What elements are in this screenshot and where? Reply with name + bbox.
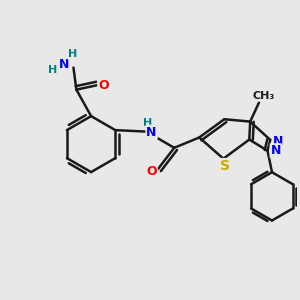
Text: H: H: [68, 49, 77, 59]
Text: N: N: [273, 135, 284, 148]
Text: N: N: [271, 144, 281, 157]
Text: N: N: [146, 126, 157, 139]
Text: H: H: [143, 118, 152, 128]
Text: O: O: [146, 165, 157, 178]
Text: N: N: [59, 58, 69, 71]
Text: CH₃: CH₃: [252, 91, 274, 101]
Text: S: S: [220, 159, 230, 173]
Text: O: O: [98, 79, 109, 92]
Text: H: H: [48, 65, 58, 76]
